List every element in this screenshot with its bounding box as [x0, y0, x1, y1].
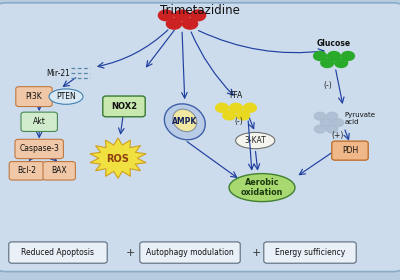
Text: Bcl-2: Bcl-2 [17, 166, 36, 175]
Text: PTEN: PTEN [56, 92, 76, 101]
Text: NOX2: NOX2 [111, 102, 137, 111]
Text: FFA: FFA [229, 91, 243, 100]
Circle shape [244, 103, 256, 112]
Text: (+): (+) [331, 131, 343, 140]
FancyBboxPatch shape [103, 96, 145, 117]
FancyBboxPatch shape [264, 242, 356, 263]
Circle shape [223, 111, 236, 120]
FancyBboxPatch shape [43, 162, 76, 180]
Circle shape [335, 59, 348, 67]
Ellipse shape [164, 104, 205, 140]
Polygon shape [90, 138, 146, 178]
Circle shape [182, 18, 198, 29]
Text: +: + [125, 248, 135, 258]
Circle shape [190, 10, 206, 21]
Circle shape [314, 125, 326, 133]
Text: Akt: Akt [33, 117, 46, 126]
Text: (-): (-) [235, 117, 244, 126]
Circle shape [332, 119, 344, 127]
Text: AMPK: AMPK [172, 117, 198, 126]
Circle shape [342, 52, 354, 60]
Text: 3-KAT: 3-KAT [244, 136, 266, 145]
Text: Trimetazidine: Trimetazidine [160, 4, 240, 17]
Ellipse shape [236, 132, 275, 149]
Text: Energy sufficiency: Energy sufficiency [275, 248, 345, 257]
Ellipse shape [49, 89, 83, 104]
Text: Pyruvate
acid: Pyruvate acid [345, 112, 376, 125]
Text: Autophagy modulation: Autophagy modulation [146, 248, 234, 257]
Circle shape [230, 103, 242, 112]
Text: (-): (-) [324, 81, 332, 90]
FancyBboxPatch shape [332, 141, 368, 160]
Text: Caspase-3: Caspase-3 [19, 144, 59, 153]
Circle shape [237, 111, 250, 120]
Circle shape [158, 10, 174, 21]
Text: Mir-21: Mir-21 [46, 69, 70, 78]
Text: Aerobic
oxidation: Aerobic oxidation [241, 178, 283, 197]
Circle shape [166, 18, 182, 29]
Circle shape [328, 52, 340, 60]
Text: BAX: BAX [51, 166, 67, 175]
Circle shape [321, 59, 334, 67]
FancyBboxPatch shape [21, 112, 58, 132]
FancyBboxPatch shape [0, 3, 400, 272]
FancyBboxPatch shape [16, 87, 52, 106]
FancyBboxPatch shape [9, 242, 107, 263]
Circle shape [314, 112, 326, 120]
Text: PDH: PDH [342, 146, 358, 155]
FancyBboxPatch shape [9, 162, 44, 180]
Circle shape [174, 10, 190, 21]
Circle shape [314, 52, 326, 60]
Text: +: + [251, 248, 261, 258]
Text: ROS: ROS [106, 154, 130, 164]
Text: PI3K: PI3K [26, 92, 42, 101]
Circle shape [326, 112, 338, 120]
FancyBboxPatch shape [140, 242, 240, 263]
Circle shape [216, 103, 228, 112]
Circle shape [326, 125, 338, 133]
Text: Reduced Apoptosis: Reduced Apoptosis [22, 248, 94, 257]
FancyBboxPatch shape [15, 139, 63, 158]
Ellipse shape [229, 174, 295, 202]
Circle shape [320, 119, 332, 127]
Text: Glucose: Glucose [317, 39, 351, 48]
Ellipse shape [173, 109, 197, 132]
